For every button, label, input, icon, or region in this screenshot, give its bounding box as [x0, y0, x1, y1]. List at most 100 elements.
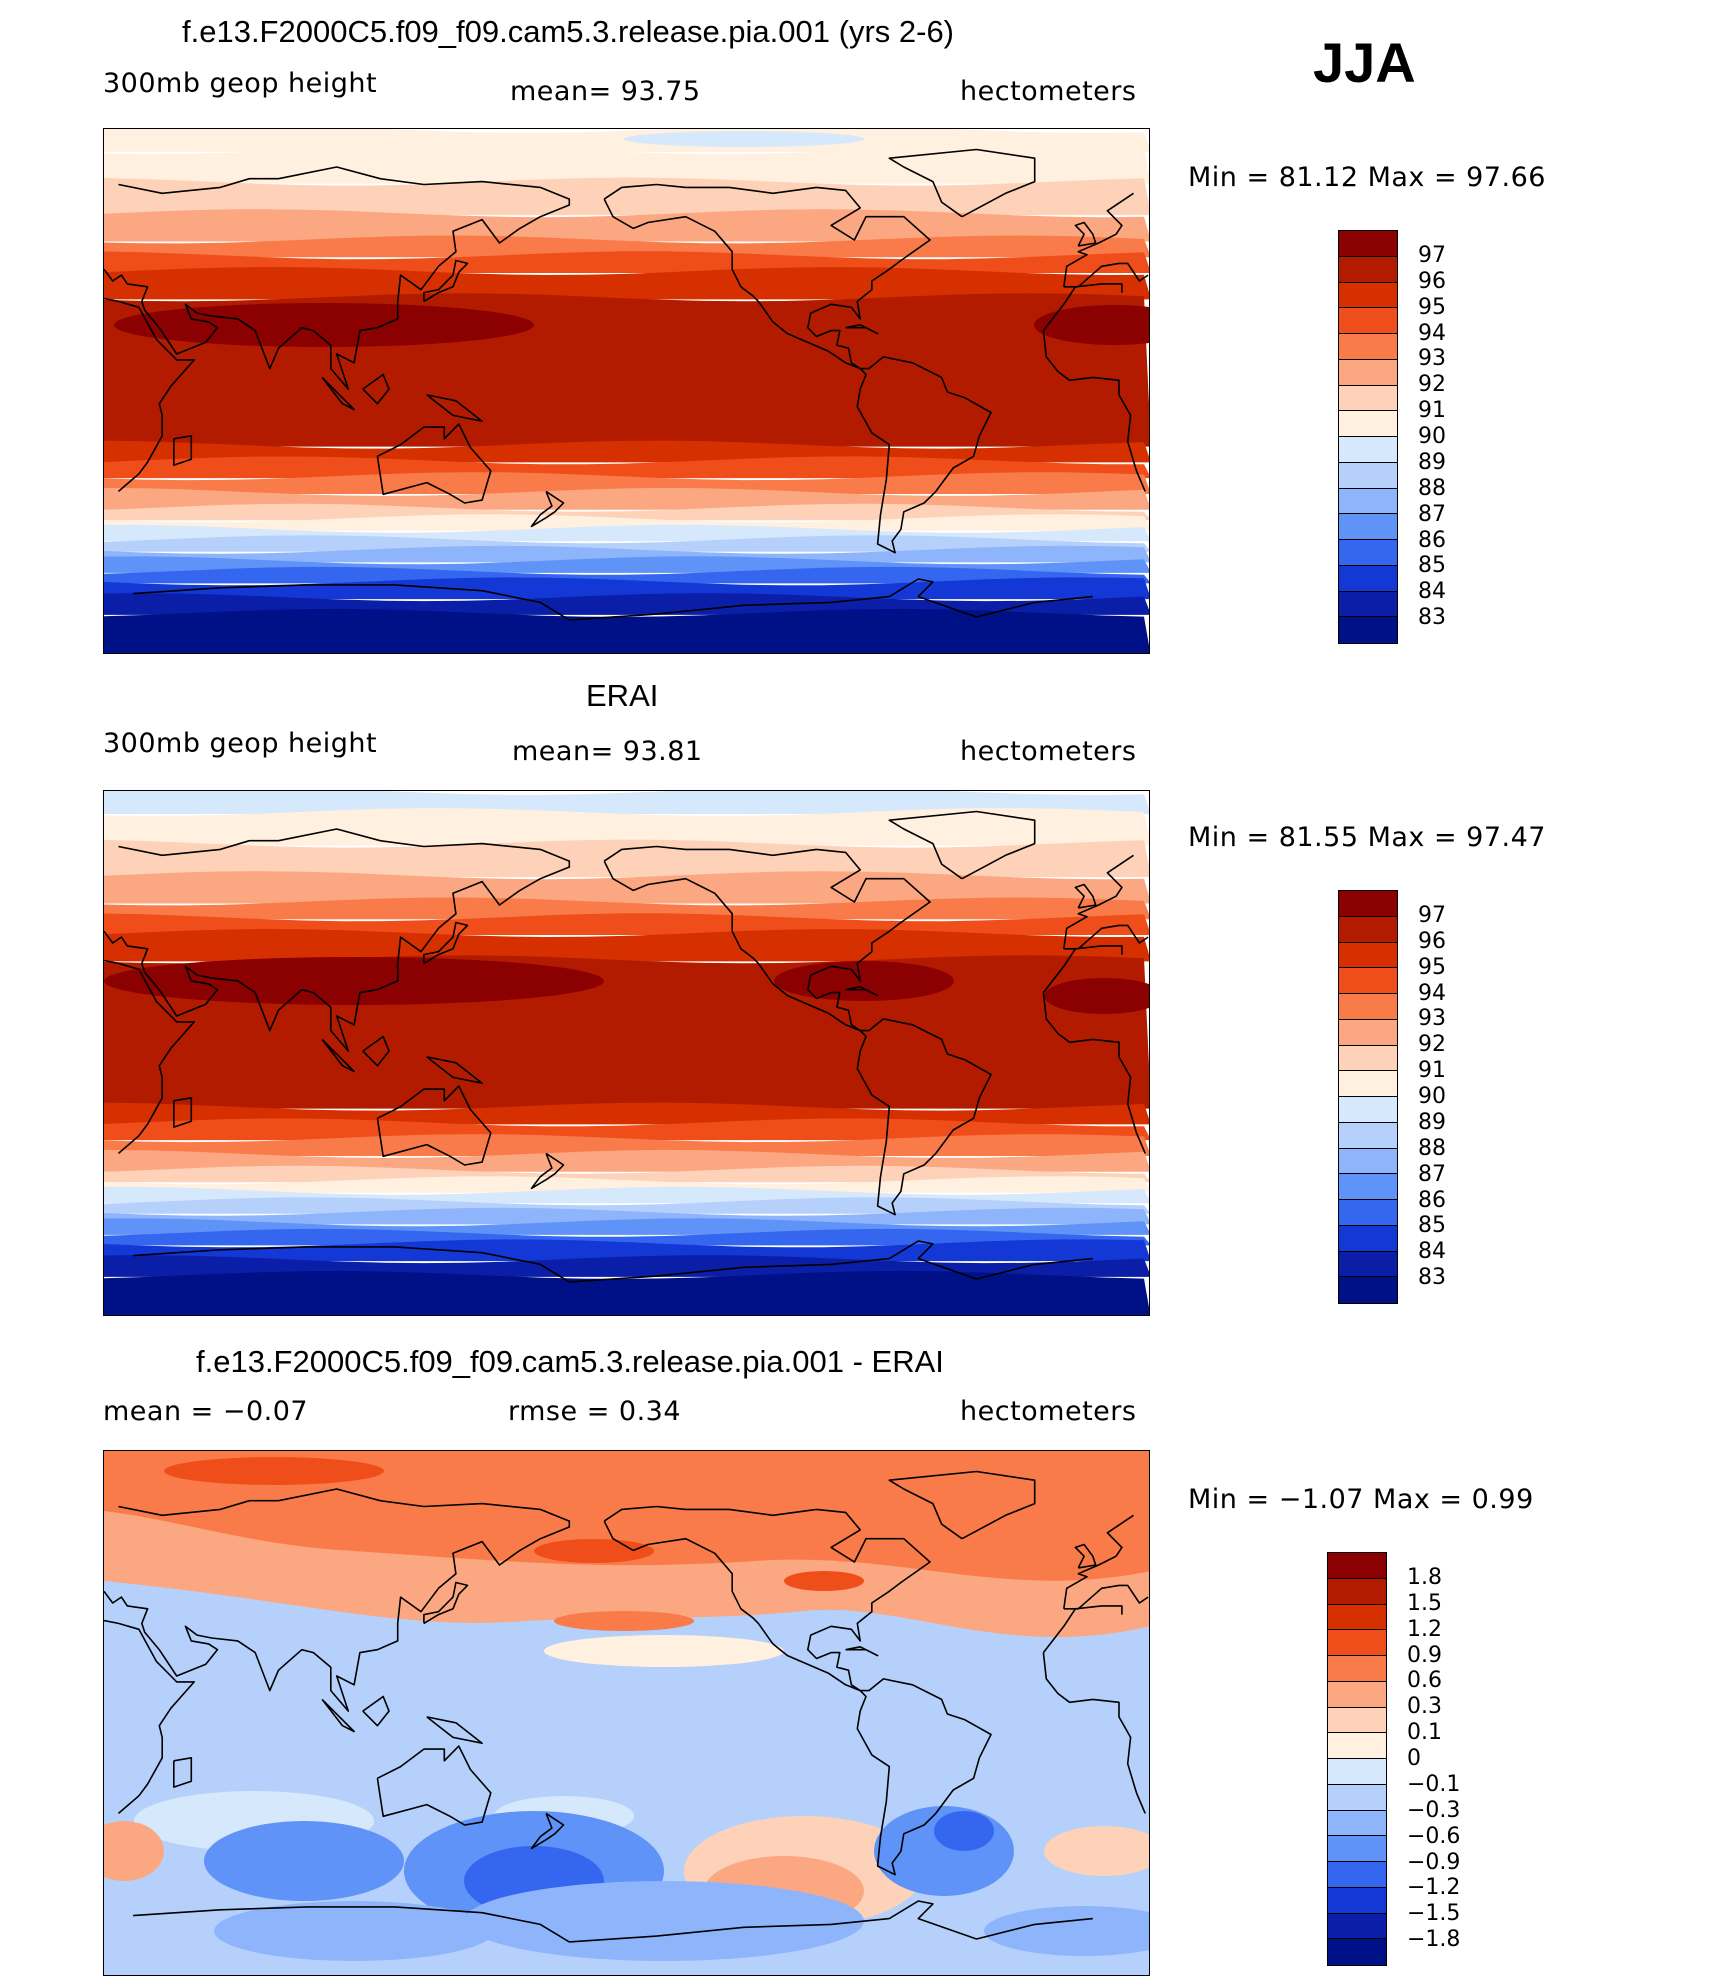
colorbar-tick-label: 93 — [1418, 1006, 1446, 1032]
colorbar-tick-label: 86 — [1418, 1187, 1446, 1213]
colorbar-swatch — [1328, 1887, 1386, 1914]
colorbar-swatch — [1339, 308, 1397, 334]
colorbar-tick-label: −0.9 — [1407, 1849, 1461, 1875]
colorbar-tick-label: 0.6 — [1407, 1668, 1442, 1694]
panel-3-colorbar — [1327, 1552, 1387, 1966]
colorbar-tick-label: −1.5 — [1407, 1901, 1461, 1927]
colorbar-tick-label: 88 — [1418, 475, 1446, 501]
colorbar-tick-label: 91 — [1418, 1058, 1446, 1084]
panel-2-variable-label: 300mb geop height — [103, 728, 378, 759]
panel-1-units-label: hectometers — [960, 76, 1137, 107]
panel-3-minmax: Min = −1.07 Max = 0.99 — [1188, 1484, 1534, 1515]
colorbar-swatch — [1328, 1733, 1386, 1759]
colorbar-swatch — [1339, 282, 1397, 309]
colorbar-tick-label: −0.6 — [1407, 1823, 1461, 1849]
colorbar-swatch — [1328, 1939, 1386, 1965]
panel-3-map — [103, 1450, 1150, 1976]
colorbar-tick-label: 85 — [1418, 553, 1446, 579]
colorbar-swatch — [1328, 1862, 1386, 1888]
colorbar-swatch — [1328, 1553, 1386, 1579]
colorbar-swatch — [1328, 1578, 1386, 1605]
panel-3-title: f.e13.F2000C5.f09_f09.cam5.3.release.pia… — [196, 1344, 944, 1379]
colorbar-swatch — [1339, 891, 1397, 917]
panel-2-minmax: Min = 81.55 Max = 97.47 — [1188, 822, 1546, 853]
colorbar-swatch — [1328, 1836, 1386, 1862]
colorbar-tick-label: 83 — [1418, 1265, 1446, 1291]
colorbar-tick-label: 90 — [1418, 424, 1446, 449]
colorbar-tick-label: 83 — [1418, 605, 1446, 631]
colorbar-swatch — [1328, 1913, 1386, 1940]
coastline — [104, 1470, 1149, 1943]
panel-1-map — [103, 128, 1150, 654]
colorbar-tick-label: 85 — [1418, 1213, 1446, 1239]
colorbar-tick-label: 87 — [1418, 1161, 1446, 1187]
colorbar-tick-label: 84 — [1418, 579, 1446, 605]
colorbar-tick-label: 1.2 — [1407, 1616, 1442, 1642]
colorbar-tick-label: 0.9 — [1407, 1642, 1442, 1668]
colorbar-swatch — [1339, 1200, 1397, 1226]
colorbar-tick-label: 86 — [1418, 527, 1446, 553]
panel-1-minmax: Min = 81.12 Max = 97.66 — [1188, 162, 1546, 193]
colorbar-tick-label: 1.8 — [1407, 1564, 1442, 1590]
colorbar-tick-label: 91 — [1418, 398, 1446, 424]
colorbar-tick-label: 94 — [1418, 320, 1446, 346]
colorbar-swatch — [1339, 231, 1397, 257]
panel-1-colorbar — [1338, 230, 1398, 644]
coastline — [104, 148, 1149, 621]
colorbar-swatch — [1339, 488, 1397, 515]
panel-1-mean-label: mean= 93.75 — [510, 76, 701, 107]
colorbar-tick-label: −0.1 — [1407, 1771, 1461, 1797]
difference-pattern — [104, 1451, 1149, 1961]
colorbar-tick-label: 94 — [1418, 980, 1446, 1006]
colorbar-tick-label: 96 — [1418, 928, 1446, 954]
colorbar-tick-label: −0.3 — [1407, 1797, 1461, 1823]
colorbar-swatch — [1339, 994, 1397, 1020]
colorbar-swatch — [1328, 1707, 1386, 1734]
colorbar-swatch — [1328, 1630, 1386, 1656]
colorbar-tick-label: 1.5 — [1407, 1590, 1442, 1616]
panel-2-colorbar — [1338, 890, 1398, 1304]
colorbar-swatch — [1339, 1148, 1397, 1175]
colorbar-tick-label: 90 — [1418, 1084, 1446, 1109]
colorbar-swatch — [1339, 334, 1397, 360]
panel-2-map — [103, 790, 1150, 1316]
panel-3-units-label: hectometers — [960, 1396, 1137, 1427]
colorbar-swatch — [1339, 1122, 1397, 1149]
colorbar-tick-label: 95 — [1418, 294, 1446, 320]
panel-3-mean-label: mean = −0.07 — [103, 1396, 309, 1427]
colorbar-swatch — [1339, 916, 1397, 943]
colorbar-swatch — [1339, 1174, 1397, 1200]
colorbar-swatch — [1339, 1045, 1397, 1072]
colorbar-tick-label: 92 — [1418, 372, 1446, 398]
colorbar-swatch — [1339, 462, 1397, 489]
colorbar-tick-label: 89 — [1418, 449, 1446, 475]
height-maximum — [104, 957, 1149, 1014]
panel-2-mean-label: mean= 93.81 — [512, 736, 703, 767]
panel-1-variable-label: 300mb geop height — [103, 68, 378, 99]
colorbar-tick-label: 97 — [1418, 242, 1446, 268]
colorbar-swatch — [1339, 359, 1397, 386]
colorbar-swatch — [1339, 565, 1397, 592]
colorbar-swatch — [1339, 1251, 1397, 1278]
season-label: JJA — [1313, 31, 1416, 94]
colorbar-swatch — [1339, 540, 1397, 566]
colorbar-tick-label: 0.1 — [1407, 1720, 1442, 1746]
colorbar-tick-label: 97 — [1418, 902, 1446, 928]
colorbar-tick-label: 0 — [1407, 1746, 1421, 1771]
colorbar-swatch — [1339, 942, 1397, 969]
coastline — [104, 810, 1149, 1283]
colorbar-swatch — [1339, 1019, 1397, 1046]
panel-1-title: f.e13.F2000C5.f09_f09.cam5.3.release.pia… — [182, 14, 955, 49]
contour-fill — [104, 791, 1149, 1315]
colorbar-swatch — [1339, 437, 1397, 463]
colorbar-swatch — [1339, 514, 1397, 540]
colorbar-tick-label: 89 — [1418, 1109, 1446, 1135]
colorbar-tick-label: 87 — [1418, 501, 1446, 527]
colorbar-swatch — [1339, 256, 1397, 283]
colorbar-tick-label: −1.2 — [1407, 1875, 1461, 1901]
colorbar-swatch — [1339, 1225, 1397, 1252]
colorbar-swatch — [1328, 1810, 1386, 1837]
colorbar-swatch — [1339, 617, 1397, 643]
colorbar-swatch — [1339, 1277, 1397, 1303]
colorbar-swatch — [1328, 1604, 1386, 1631]
